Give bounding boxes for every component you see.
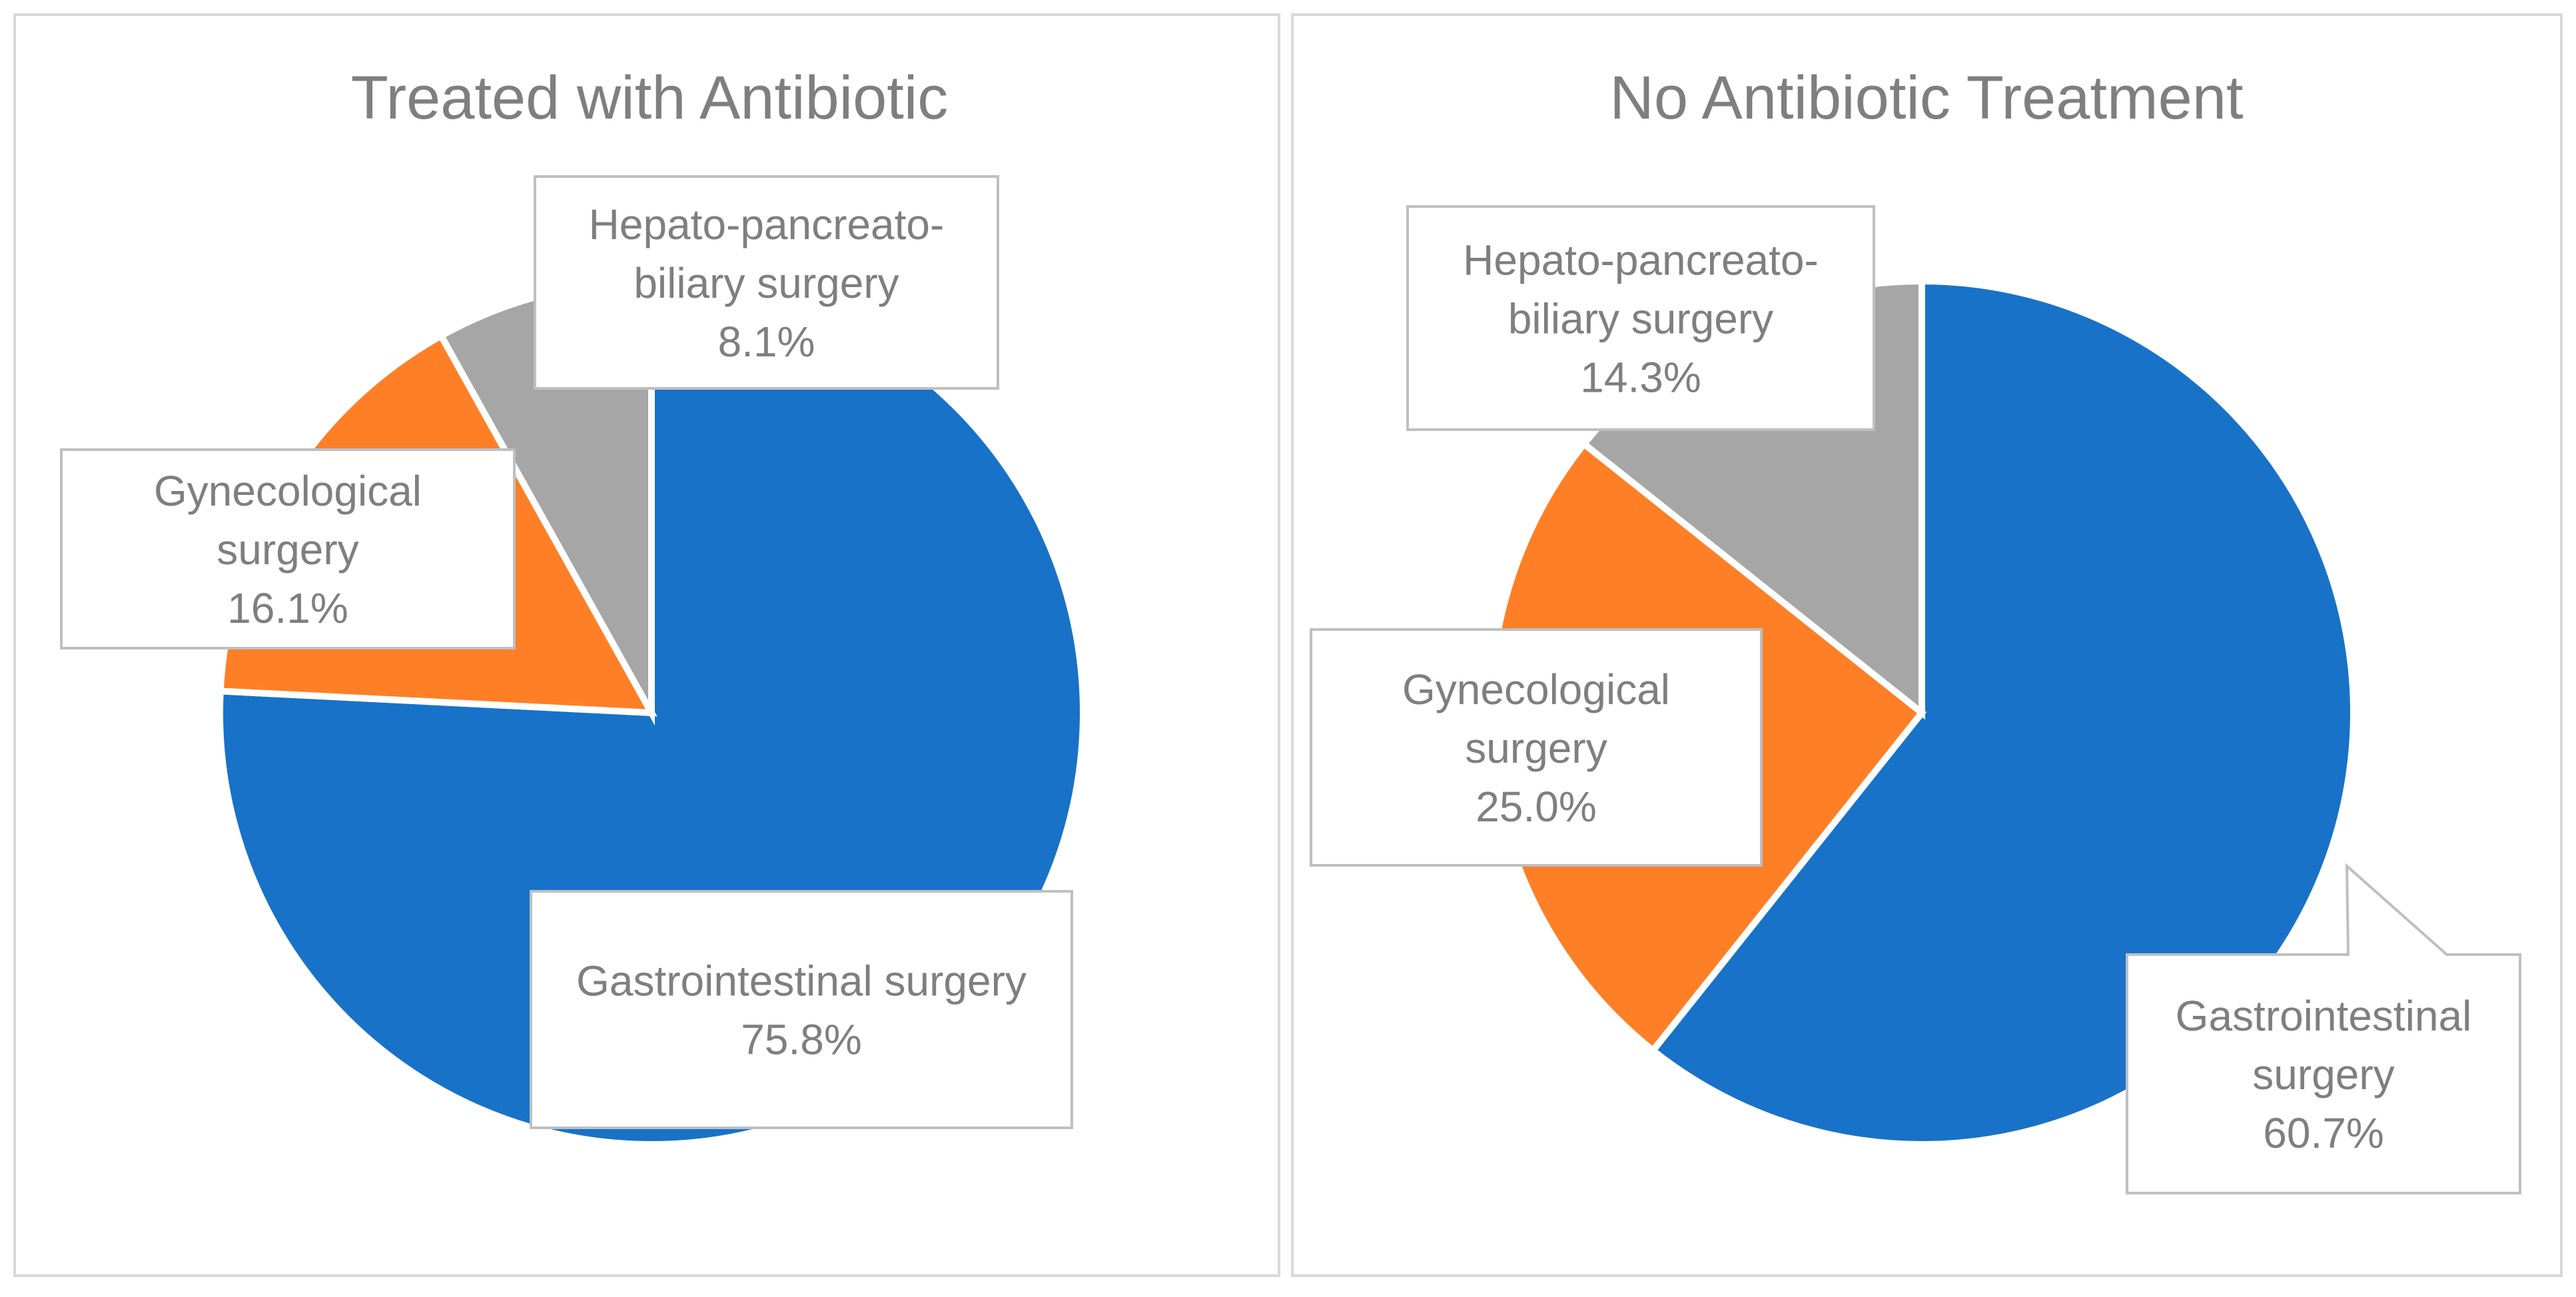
label-box-gynecological-left bbox=[60, 448, 516, 649]
label-text: surgery bbox=[1465, 724, 1607, 772]
data-labels-right: Gastrointestinal surgery 60.7% Gynecologica… bbox=[1310, 205, 2521, 1194]
data-label-hepato-pancreato-biliary-right: Hepato-pancreato-biliary surgery 14.3% bbox=[1406, 205, 1875, 431]
data-label-gastrointestinal-right: Gastrointestinal surgery 60.7% bbox=[2176, 992, 2472, 1157]
label-percent: 14.3% bbox=[1580, 354, 1701, 402]
label-percent: 16.1% bbox=[227, 584, 348, 632]
label-text: Gynecological bbox=[1402, 665, 1670, 713]
label-box-hepato-pancreato-biliary-right bbox=[1406, 205, 1875, 431]
label-text: surgery bbox=[216, 526, 358, 574]
label-box-gastrointestinal-left bbox=[530, 890, 1073, 1129]
label-box-gynecological-right bbox=[1310, 628, 1763, 867]
data-label-gynecological-right: Gynecological surgery 25.0% bbox=[1310, 628, 1763, 867]
label-percent: 75.8% bbox=[741, 1016, 861, 1064]
label-text: biliary surgery bbox=[634, 259, 899, 307]
label-text: Gynecological bbox=[154, 467, 422, 515]
label-percent: 60.7% bbox=[2263, 1109, 2383, 1157]
label-box-hepato-pancreato-biliary-left bbox=[534, 175, 999, 390]
chart-title-right: No Antibiotic Treatment bbox=[1609, 64, 2243, 132]
chart-title-left: Treated with Antibiotic bbox=[351, 64, 949, 132]
label-text: Hepato-pancreato- bbox=[589, 201, 945, 248]
label-percent: 25.0% bbox=[1476, 783, 1596, 831]
pie-slice-gastrointestinal-right bbox=[1648, 277, 2357, 1148]
data-labels-left: Gastrointestinal surgery 75.8% Gynecologic… bbox=[60, 175, 1073, 1129]
label-callout-gastrointestinal-right bbox=[2126, 863, 2521, 1194]
label-text: biliary surgery bbox=[1508, 295, 1773, 343]
label-text: surgery bbox=[2252, 1051, 2394, 1098]
label-text: Gastrointestinal surgery bbox=[576, 957, 1027, 1005]
label-text: Gastrointestinal bbox=[2176, 992, 2472, 1040]
label-text: Hepato-pancreato- bbox=[1463, 236, 1819, 284]
data-label-gynecological-left: Gynecological surgery 16.1% bbox=[60, 448, 516, 649]
label-percent: 8.1% bbox=[718, 318, 815, 366]
data-label-hepato-pancreato-biliary-left: Hepato-pancreato-biliary surgery 8.1% bbox=[534, 175, 999, 390]
data-label-gastrointestinal-left: Gastrointestinal surgery 75.8% bbox=[530, 890, 1073, 1129]
